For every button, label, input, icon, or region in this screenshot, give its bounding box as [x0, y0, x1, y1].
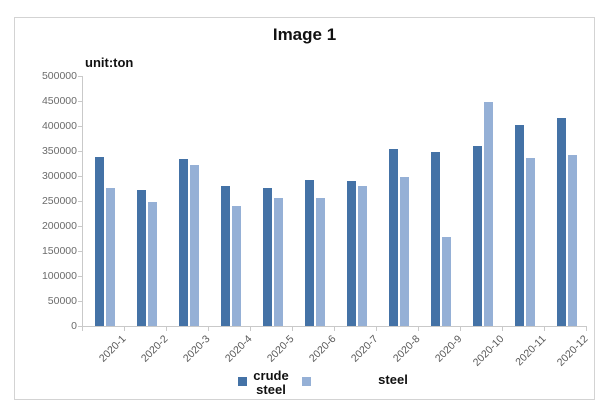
- y-axis-tick: [78, 151, 82, 152]
- y-tick-label: 500000: [41, 70, 77, 82]
- x-axis-tick: [124, 327, 125, 331]
- x-axis-tick: [418, 327, 419, 331]
- x-axis-tick: [292, 327, 293, 331]
- bar-crude-steel-2020-5: [263, 188, 272, 326]
- y-axis-tick: [78, 101, 82, 102]
- y-axis-tick: [78, 276, 82, 277]
- chart-frame: Image 1 unit:ton 0 50000 100000 150000 20000…: [14, 17, 595, 400]
- y-tick-label: 200000: [41, 220, 77, 232]
- bar-steel-2020-12: [568, 155, 577, 326]
- x-axis-tick: [334, 327, 335, 331]
- y-tick-label: 300000: [41, 170, 77, 182]
- y-axis-tick: [78, 201, 82, 202]
- x-axis-tick: [376, 327, 377, 331]
- y-tick-label: 50000: [47, 295, 77, 307]
- bar-steel-2020-9: [442, 237, 451, 326]
- bar-steel-2020-4: [232, 206, 241, 326]
- y-tick-label: 100000: [41, 270, 77, 282]
- y-tick-label: 150000: [41, 245, 77, 257]
- y-tick-label: 0: [71, 320, 77, 332]
- y-tick-label: 250000: [41, 195, 77, 207]
- bar-crude-steel-2020-7: [347, 181, 356, 326]
- legend-swatch-steel-icon: [302, 377, 311, 386]
- x-axis-tick: [250, 327, 251, 331]
- x-axis-tick: [586, 327, 587, 331]
- x-axis-tick: [208, 327, 209, 331]
- legend-label-crude-steel: crude steel: [253, 368, 289, 397]
- y-axis-tick: [78, 226, 82, 227]
- x-axis-tick: [460, 327, 461, 331]
- legend: crude steel steel: [15, 368, 594, 398]
- x-axis-line: [82, 326, 587, 327]
- unit-label: unit:ton: [85, 55, 134, 70]
- bar-steel-2020-2: [148, 202, 157, 326]
- bar-steel-2020-7: [358, 186, 367, 326]
- y-tick-label: 350000: [41, 145, 77, 157]
- bar-steel-2020-11: [526, 158, 535, 326]
- y-tick-label: 400000: [41, 120, 77, 132]
- bar-steel-2020-6: [316, 198, 325, 326]
- legend-swatch-crude-steel-icon: [238, 377, 247, 386]
- bar-crude-steel-2020-9: [431, 152, 440, 326]
- bar-crude-steel-2020-3: [179, 159, 188, 326]
- bar-crude-steel-2020-1: [95, 157, 104, 326]
- x-axis-tick: [166, 327, 167, 331]
- y-axis-tick: [78, 126, 82, 127]
- bar-steel-2020-10: [484, 102, 493, 326]
- bar-steel-2020-8: [400, 177, 409, 326]
- y-axis-line: [82, 76, 83, 326]
- x-axis-tick: [502, 327, 503, 331]
- x-axis-tick: [82, 327, 83, 331]
- y-axis-tick: [78, 326, 82, 327]
- bar-crude-steel-2020-12: [557, 118, 566, 326]
- bar-steel-2020-3: [190, 165, 199, 326]
- y-axis-tick: [78, 251, 82, 252]
- bar-crude-steel-2020-2: [137, 190, 146, 326]
- bar-crude-steel-2020-10: [473, 146, 482, 326]
- bar-crude-steel-2020-6: [305, 180, 314, 326]
- bar-crude-steel-2020-4: [221, 186, 230, 326]
- chart-title: Image 1: [272, 25, 337, 44]
- y-axis-tick: [78, 301, 82, 302]
- bar-crude-steel-2020-11: [515, 125, 524, 326]
- y-tick-label: 450000: [41, 95, 77, 107]
- bar-crude-steel-2020-8: [389, 149, 398, 326]
- y-axis-tick: [78, 76, 82, 77]
- legend-label-steel: steel: [378, 372, 408, 387]
- y-axis-tick: [78, 176, 82, 177]
- x-axis-tick: [544, 327, 545, 331]
- bar-steel-2020-5: [274, 198, 283, 326]
- bar-steel-2020-1: [106, 188, 115, 326]
